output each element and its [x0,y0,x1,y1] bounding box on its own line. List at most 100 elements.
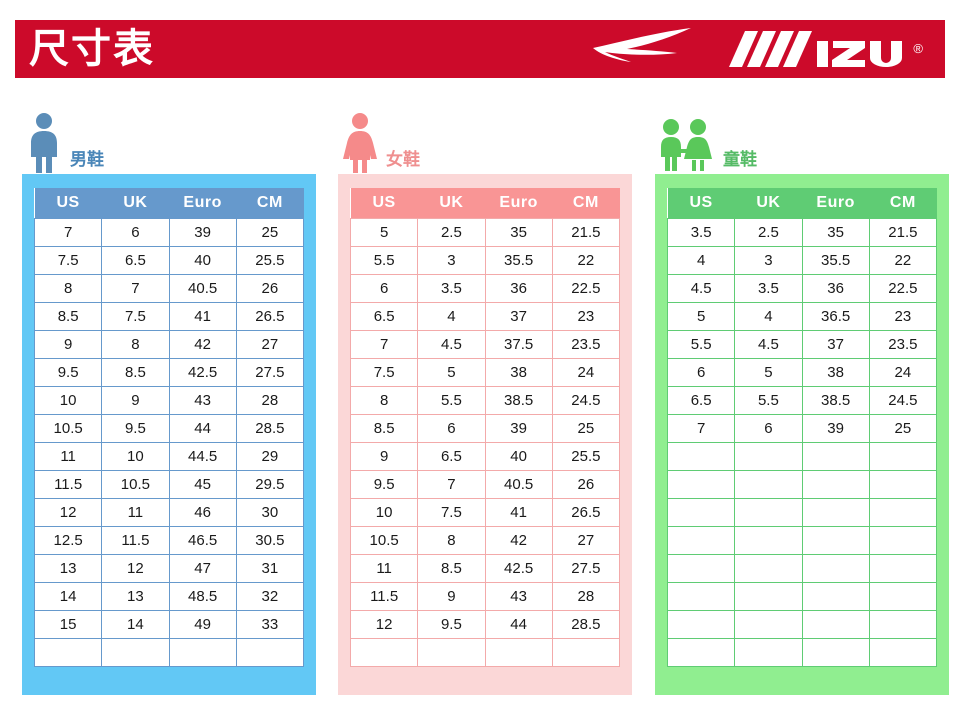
table-cell: 25.5 [551,441,621,471]
table-cell: 7 [349,329,419,359]
table-header-row-kids: US UK Euro CM [667,188,937,218]
column-header-uk: UK [101,188,169,218]
table-row [33,637,305,667]
table-cell: 3 [417,245,486,275]
table-cell: 38.5 [484,385,553,415]
table-cell: 42.5 [484,553,553,583]
column-header-us: US [350,188,418,218]
table-cell: 8.5 [417,553,486,583]
children-figures-icon [657,116,717,174]
table-cell: 36.5 [801,301,870,331]
table-row [666,441,938,471]
table-cell [168,637,237,667]
table-cell: 37.5 [484,329,553,359]
table-cell: 41 [168,301,237,331]
section-kids-shoes: 童鞋 US UK Euro CM 3.5 2.5 35 21.5 4 3 35.5 22 4.5… [655,108,949,695]
table-cell: 11.5 [349,581,419,611]
table-cell: 8.5 [33,301,103,331]
table-row: 12 9.5 44 28.5 [349,609,621,639]
table-cell: 25 [235,217,305,247]
table-cell: 5.5 [417,385,486,415]
table-cell: 10 [33,385,103,415]
table-cell [734,469,803,499]
table-cell [801,581,870,611]
table-cell: 4 [666,245,736,275]
table-cell: 12 [349,609,419,639]
table-cell: 37 [801,329,870,359]
table-cell: 3 [734,245,803,275]
table-cell: 38 [484,357,553,387]
table-cell: 29 [235,441,305,471]
column-header-euro: Euro [802,188,870,218]
table-cell: 12 [33,497,103,527]
mizuno-runbird-icon [591,26,723,73]
table-cell: 9 [349,441,419,471]
table-cell: 28 [551,581,621,611]
table-cell: 25.5 [235,245,305,275]
table-cell [666,525,736,555]
table-cell [868,469,938,499]
table-row: 15 14 49 33 [33,609,305,639]
table-cell: 29.5 [235,469,305,499]
table-row: 8 5.5 38.5 24.5 [349,385,621,415]
table-row: 5.5 4.5 37 23.5 [666,329,938,359]
table-row [666,637,938,667]
table-cell: 25 [551,413,621,443]
table-cell: 40.5 [168,273,237,303]
registered-trademark-icon: ® [913,40,923,56]
column-header-cm: CM [869,188,937,218]
table-cell: 40 [168,245,237,275]
table-cell: 24 [868,357,938,387]
mizuno-wordmark [725,29,910,69]
table-cell: 44 [484,609,553,639]
section-header-men: 男鞋 [22,108,316,174]
table-cell: 24 [551,357,621,387]
table-cell: 27.5 [551,553,621,583]
column-header-euro: Euro [485,188,553,218]
table-cell [349,637,419,667]
table-cell: 6 [101,217,170,247]
column-header-euro: Euro [169,188,237,218]
size-table-kids: US UK Euro CM 3.5 2.5 35 21.5 4 3 35.5 22 4.5 3.5… [666,188,938,667]
table-cell: 9 [417,581,486,611]
table-row: 9.5 8.5 42.5 27.5 [33,357,305,387]
table-cell: 10.5 [349,525,419,555]
panel-women: US UK Euro CM 5 2.5 35 21.5 5.5 3 35.5 22 6 3.5 36… [338,174,632,695]
table-header-row-women: US UK Euro CM [350,188,620,218]
table-cell: 42 [484,525,553,555]
table-cell: 24.5 [551,385,621,415]
table-cell: 10 [349,497,419,527]
table-row: 11 8.5 42.5 27.5 [349,553,621,583]
column-header-cm: CM [236,188,304,218]
section-men-shoes: 男鞋 US UK Euro CM 7 6 39 25 7.5 6.5 40 25.5 8 7 40.… [22,108,316,695]
table-cell [734,553,803,583]
table-cell: 31 [235,553,305,583]
table-cell: 36 [484,273,553,303]
table-cell: 3.5 [417,273,486,303]
table-cell: 8.5 [349,413,419,443]
table-row: 6 5 38 24 [666,357,938,387]
table-row: 4.5 3.5 36 22.5 [666,273,938,303]
table-cell [417,637,486,667]
table-cell: 45 [168,469,237,499]
panel-men: US UK Euro CM 7 6 39 25 7.5 6.5 40 25.5 8 7 40.5 26… [22,174,316,695]
table-cell: 8 [417,525,486,555]
table-cell: 39 [168,217,237,247]
section-women-shoes: 女鞋 US UK Euro CM 5 2.5 35 21.5 5.5 3 35.5 22 6 3.… [338,108,632,695]
table-cell: 41 [484,497,553,527]
table-cell [801,469,870,499]
table-cell: 11.5 [33,469,103,499]
table-cell: 8.5 [101,357,170,387]
table-cell [101,637,170,667]
table-cell: 44 [168,413,237,443]
table-cell [666,553,736,583]
table-cell: 43 [168,385,237,415]
column-header-us: US [667,188,735,218]
table-cell: 9.5 [101,413,170,443]
table-cell [484,637,553,667]
table-cell: 26.5 [551,497,621,527]
table-cell: 27 [551,525,621,555]
table-cell: 6 [349,273,419,303]
table-cell: 9 [33,329,103,359]
table-cell: 24.5 [868,385,938,415]
